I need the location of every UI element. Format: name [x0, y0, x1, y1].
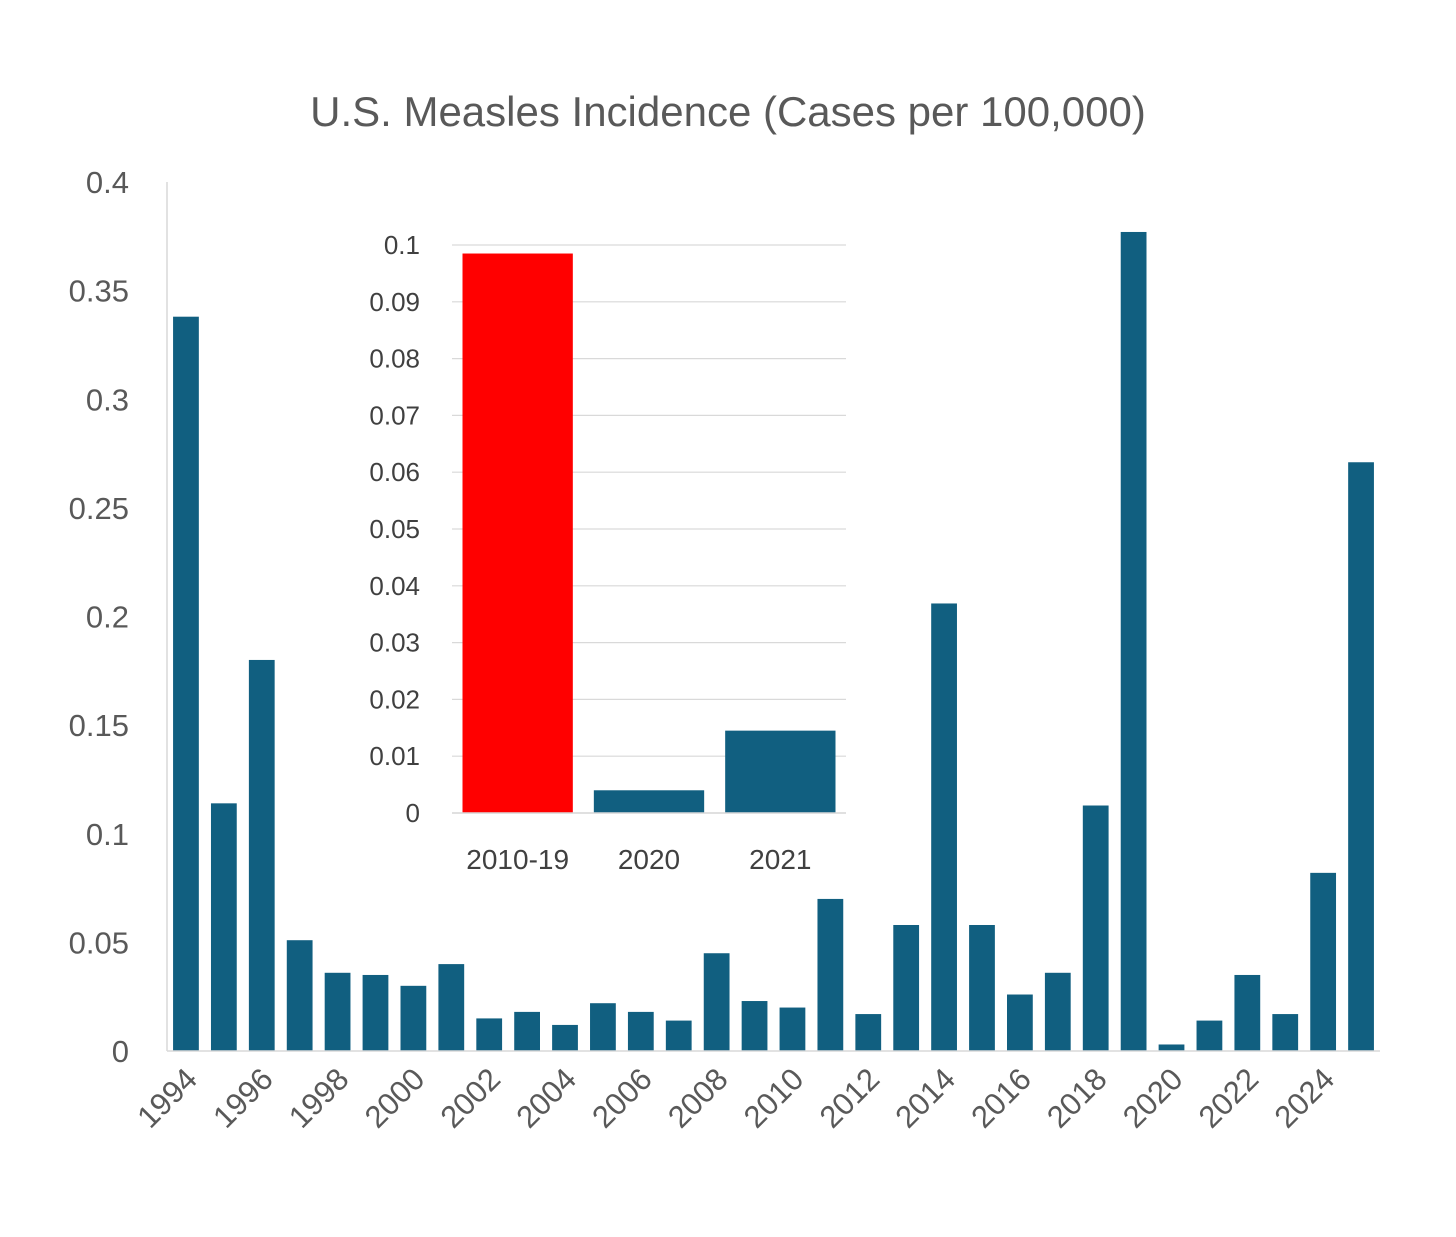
x-tick-label: 1998 — [282, 1061, 356, 1135]
bar-2021 — [1196, 1020, 1223, 1051]
x-tick-label: 2002 — [434, 1061, 508, 1135]
bar-1997 — [286, 940, 313, 1051]
bar-2024 — [1310, 872, 1337, 1051]
inset-y-tick-label: 0.05 — [369, 514, 420, 544]
x-tick-label: 2006 — [585, 1061, 659, 1135]
inset-bar-2010-19 — [462, 253, 573, 813]
x-tick-label: 2000 — [358, 1061, 432, 1135]
bar-2002 — [476, 1018, 503, 1051]
inset-bar-2021 — [725, 730, 836, 813]
inset-bar-2020 — [593, 790, 705, 813]
bar-2017 — [1044, 972, 1071, 1051]
y-tick-label: 0.1 — [86, 817, 129, 852]
inset-y-tick-label: 0.03 — [369, 628, 420, 658]
x-tick-label: 2016 — [964, 1061, 1038, 1135]
inset-y-tick-label: 0.07 — [369, 400, 420, 430]
chart-title: U.S. Measles Incidence (Cases per 100,00… — [310, 88, 1146, 135]
bar-2013 — [893, 924, 920, 1051]
x-tick-label: 2008 — [661, 1061, 735, 1135]
bar-1994 — [173, 316, 199, 1051]
inset-x-tick-label: 2020 — [618, 844, 680, 875]
inset-y-tick-label: 0.01 — [369, 741, 420, 771]
bar-2008 — [703, 953, 730, 1051]
bar-2010 — [779, 1007, 806, 1051]
bar-1999 — [362, 974, 389, 1051]
bar-1996 — [248, 659, 275, 1051]
x-tick-label: 2014 — [889, 1061, 963, 1135]
bar-2001 — [438, 964, 465, 1051]
bar-2012 — [855, 1014, 882, 1051]
y-tick-label: 0.35 — [69, 274, 129, 309]
bar-2000 — [400, 985, 427, 1051]
y-tick-label: 0.25 — [69, 491, 129, 526]
bar-2005 — [590, 1003, 616, 1051]
bar-2019 — [1120, 231, 1147, 1051]
inset-y-tick-label: 0.09 — [369, 287, 420, 317]
x-tick-label: 2024 — [1268, 1061, 1342, 1135]
y-tick-label: 0.05 — [69, 925, 129, 960]
bar-2016 — [1007, 994, 1033, 1051]
bar-2022 — [1234, 974, 1261, 1051]
x-tick-label: 2004 — [509, 1061, 583, 1135]
bar-1995 — [210, 803, 237, 1051]
y-tick-label: 0.15 — [69, 708, 129, 743]
bar-2015 — [969, 924, 995, 1051]
inset-y-tick-label: 0.02 — [369, 684, 420, 714]
bar-2003 — [514, 1011, 540, 1051]
x-tick-label: 2020 — [1116, 1061, 1190, 1135]
bar-2011 — [817, 898, 844, 1051]
bar-2009 — [741, 1001, 768, 1051]
x-tick-label: 1996 — [206, 1061, 280, 1135]
y-tick-label: 0 — [112, 1034, 129, 1069]
x-tick-label: 2012 — [813, 1061, 887, 1135]
inset-y-tick-label: 0 — [406, 798, 420, 828]
inset-y-tick-label: 0.08 — [369, 344, 420, 374]
bar-2014 — [931, 603, 957, 1051]
inset-y-tick-label: 0.1 — [384, 230, 420, 260]
inset-chart: 0 0.01 0.02 0.03 0.04 0.05 0.06 0.07 0.08 0.09 0.1… — [340, 210, 860, 890]
x-tick-label: 2010 — [737, 1061, 811, 1135]
inset-x-tick-label: 2021 — [749, 844, 811, 875]
y-tick-label: 0.4 — [86, 165, 129, 200]
bar-2004 — [552, 1024, 578, 1051]
inset-y-tick-label: 0.04 — [369, 571, 420, 601]
bar-2025 — [1348, 462, 1374, 1051]
bar-2006 — [627, 1011, 654, 1051]
x-tick-label: 2022 — [1192, 1061, 1266, 1135]
bar-1998 — [324, 972, 351, 1051]
inset-y-tick-label: 0.06 — [369, 457, 420, 487]
x-tick-label: 2018 — [1040, 1061, 1114, 1135]
bar-2020 — [1158, 1044, 1185, 1051]
y-tick-label: 0.2 — [86, 600, 129, 635]
bar-2018 — [1082, 805, 1109, 1051]
y-tick-label: 0.3 — [86, 382, 129, 417]
x-tick-label: 1994 — [130, 1061, 204, 1135]
bar-2007 — [665, 1020, 692, 1051]
inset-x-tick-label: 2010-19 — [466, 844, 569, 875]
bar-2023 — [1272, 1014, 1299, 1051]
